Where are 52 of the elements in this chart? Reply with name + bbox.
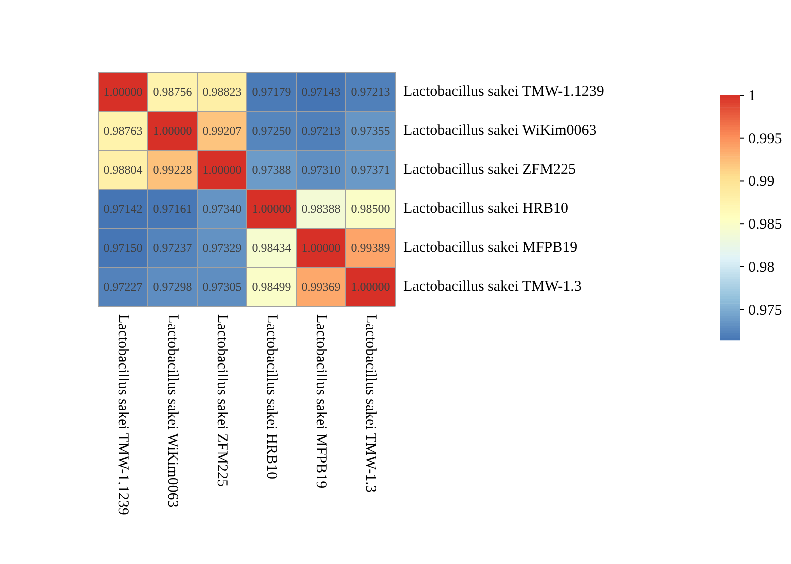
data-label: 0.97388 xyxy=(252,163,292,177)
data-label: 0.97329 xyxy=(202,241,242,255)
x-tick-label: Lactobacillus sakei TMW-1.1239 xyxy=(115,314,132,516)
data-label: 0.98804 xyxy=(104,163,143,177)
data-label: 0.99369 xyxy=(302,280,341,294)
data-label: 0.97371 xyxy=(351,163,390,177)
data-label: 0.98756 xyxy=(153,85,192,99)
color-bar-label: 0.975 xyxy=(748,302,782,319)
data-label: 0.98500 xyxy=(351,202,390,216)
color-bar-label: 0.985 xyxy=(748,217,782,234)
data-label: 0.97237 xyxy=(153,241,192,255)
data-label: 0.97310 xyxy=(302,163,341,177)
color-bar-label: 0.99 xyxy=(748,174,775,190)
data-label: 1.00000 xyxy=(104,85,143,99)
data-label: 0.99228 xyxy=(153,163,192,177)
data-label: 0.99389 xyxy=(351,241,390,255)
data-label: 0.97213 xyxy=(302,124,341,138)
data-label: 0.97161 xyxy=(153,202,192,216)
y-tick-label: Lactobacillus sakei ZFM225 xyxy=(404,162,576,178)
color-bar-label: 1 xyxy=(748,88,756,104)
color-bar-label: 0.995 xyxy=(748,131,782,148)
data-label: 1.00000 xyxy=(351,280,390,294)
data-label: 0.97227 xyxy=(104,280,143,294)
data-label: 0.97142 xyxy=(104,202,143,216)
data-label: 0.97355 xyxy=(351,124,390,138)
y-tick-label: Lactobacillus sakei MFPB19 xyxy=(404,240,578,256)
data-label: 0.98388 xyxy=(302,202,341,216)
data-label: 0.97179 xyxy=(252,85,292,99)
data-label: 0.97298 xyxy=(153,280,192,294)
data-label: 0.98434 xyxy=(252,241,292,255)
data-label: 1.00000 xyxy=(202,163,242,177)
y-tick-label: Lactobacillus sakei TMW-1.3 xyxy=(404,279,582,295)
data-label: 1.00000 xyxy=(302,241,341,255)
data-label: 0.97340 xyxy=(202,202,242,216)
data-label: 1.00000 xyxy=(153,124,192,138)
color-bar-label: 0.98 xyxy=(748,260,775,276)
x-tick-label: Lactobacillus sakei HRB10 xyxy=(264,314,280,480)
data-label: 0.97305 xyxy=(202,280,242,294)
data-label: 0.97213 xyxy=(351,85,390,99)
data-label: 0.98763 xyxy=(104,124,143,138)
data-label: 0.98499 xyxy=(252,280,292,294)
data-label: 0.98823 xyxy=(202,85,242,99)
data-label: 1.00000 xyxy=(252,202,292,216)
x-tick-label: Lactobacillus sakei WiKim0063 xyxy=(164,314,181,508)
data-label: 0.97143 xyxy=(302,85,341,99)
data-label: 0.99207 xyxy=(202,124,242,138)
data-label: 0.97150 xyxy=(104,241,143,255)
y-tick-label: Lactobacillus sakei TMW-1.1239 xyxy=(404,84,604,100)
x-tick-label: Lactobacillus sakei ZFM225 xyxy=(214,314,230,487)
y-tick-label: Lactobacillus sakei HRB10 xyxy=(404,201,568,217)
data-label: 0.97250 xyxy=(252,124,292,138)
y-tick-label: Lactobacillus sakei WiKim0063 xyxy=(404,123,597,139)
